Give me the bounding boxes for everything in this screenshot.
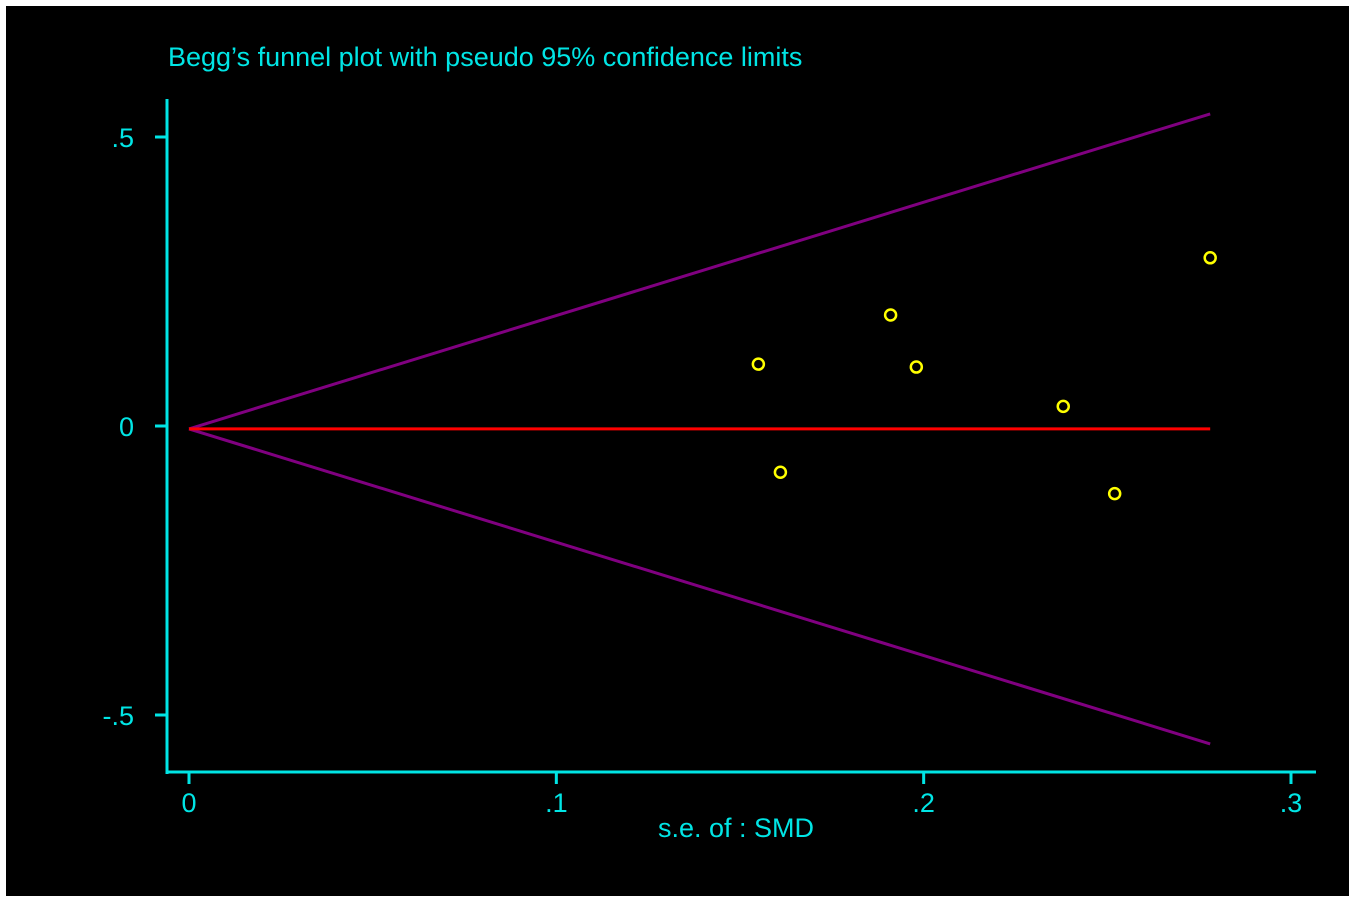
x-ticks: 0 .1 .2 .3	[181, 772, 1302, 818]
y-ticks: .5 0 -.5	[102, 123, 167, 731]
x-axis-label: s.e. of : SMD	[658, 813, 814, 843]
data-point	[751, 357, 766, 371]
funnel-plot: Begg’s funnel plot with pseudo 95% confi…	[102, 42, 1316, 843]
y-tick-label: 0	[119, 412, 134, 442]
data-point	[909, 360, 924, 374]
x-tick-label: .2	[912, 788, 935, 818]
data-points	[751, 251, 1217, 501]
y-tick-label: -.5	[102, 701, 134, 731]
y-tick-label: .5	[111, 123, 134, 153]
data-point	[773, 465, 788, 479]
reference-lines	[188, 112, 1211, 746]
x-tick-label: .1	[545, 788, 568, 818]
data-point	[1056, 399, 1071, 414]
lower-confidence-limit-line	[188, 427, 1211, 746]
x-tick-label: 0	[181, 788, 196, 818]
data-point	[1107, 486, 1122, 501]
x-tick-label: .3	[1280, 788, 1303, 818]
upper-confidence-limit-line	[188, 112, 1211, 431]
data-point	[1203, 251, 1217, 265]
chart-frame: Begg’s funnel plot with pseudo 95% confi…	[6, 6, 1349, 896]
axes: .5 0 -.5 0 .1 .2 .3	[102, 99, 1316, 818]
chart-title: Begg’s funnel plot with pseudo 95% confi…	[168, 42, 802, 72]
data-point	[883, 308, 898, 322]
